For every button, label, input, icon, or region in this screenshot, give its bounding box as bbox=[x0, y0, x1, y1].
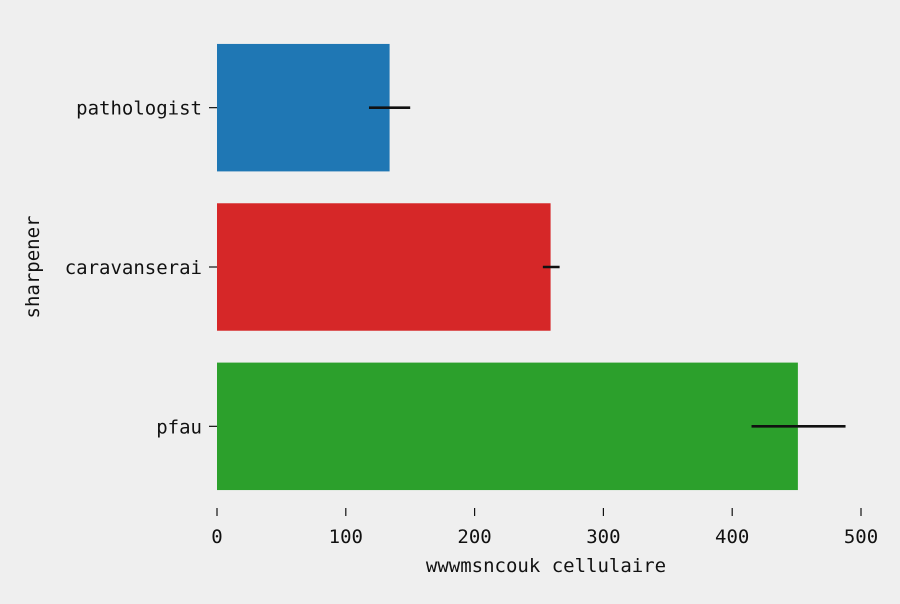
bars-group bbox=[217, 43, 798, 491]
x-tick-label-500: 500 bbox=[844, 526, 878, 548]
y-tick-label-pathologist: pathologist bbox=[76, 98, 202, 120]
x-tick-label-200: 200 bbox=[457, 526, 491, 548]
bar-caravanserai bbox=[217, 203, 551, 331]
y-tick-label-caravanserai: caravanserai bbox=[65, 257, 202, 279]
bar-pfau bbox=[217, 362, 798, 491]
y-axis: pathologist caravanserai pfau bbox=[65, 98, 217, 438]
x-axis-label: wwwmsncouk cellulaire bbox=[426, 555, 666, 577]
y-axis-label: sharpener bbox=[22, 216, 44, 319]
bar-pathologist bbox=[217, 43, 390, 172]
x-tick-label-300: 300 bbox=[586, 526, 620, 548]
x-tick-label-100: 100 bbox=[329, 526, 363, 548]
x-axis: 0 100 200 300 400 500 bbox=[211, 508, 878, 548]
x-tick-label-400: 400 bbox=[715, 526, 749, 548]
y-tick-label-pfau: pfau bbox=[156, 416, 202, 438]
error-bars-group bbox=[368, 106, 846, 428]
x-tick-label-0: 0 bbox=[211, 526, 222, 548]
